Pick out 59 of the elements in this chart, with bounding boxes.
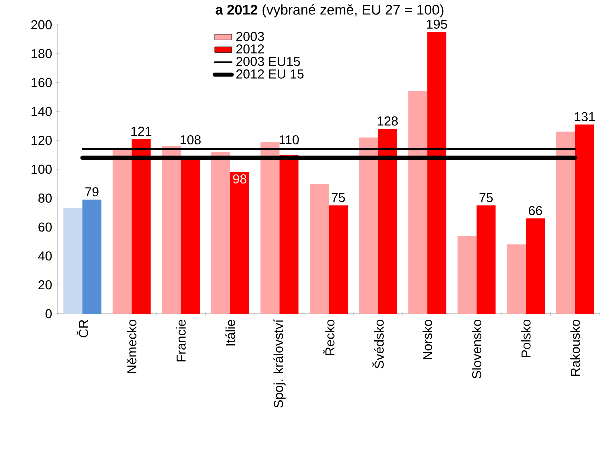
legend-label: 2012 EU 15 (236, 70, 304, 79)
bar (112, 149, 132, 314)
data-label: 79 (86, 187, 99, 197)
bar (408, 91, 428, 314)
x-tick-label: Norsko (422, 320, 432, 360)
x-tick-label: Polsko (521, 320, 531, 358)
data-label: 195 (427, 20, 448, 30)
y-tick-label: 20 (38, 280, 52, 290)
bar (476, 206, 496, 314)
bar (378, 129, 398, 314)
data-label: 131 (575, 112, 596, 122)
bar (556, 132, 576, 314)
bar (526, 218, 546, 314)
y-tick-label: 0 (46, 309, 52, 319)
y-tick-label: 160 (32, 78, 52, 88)
data-label: 121 (132, 126, 152, 136)
bar (280, 155, 299, 314)
y-tick-label: 100 (32, 164, 52, 174)
x-tick-label: Řecko (323, 320, 335, 356)
y-tick-label: 120 (32, 136, 52, 146)
y-tick-label: 60 (38, 222, 52, 232)
bar (359, 138, 378, 314)
bar (162, 146, 182, 314)
bar (132, 139, 151, 314)
bar (82, 200, 102, 314)
bar (310, 184, 330, 314)
legend-label: 2003 (236, 32, 264, 42)
bar (211, 152, 230, 314)
data-label: 75 (332, 193, 346, 202)
x-tick-label: Spoj. království (274, 320, 286, 408)
bar (507, 244, 526, 314)
y-tick-label: 140 (32, 107, 52, 116)
data-label: 66 (529, 206, 542, 216)
data-label: 75 (480, 193, 493, 202)
bar (575, 124, 594, 314)
y-tick-label: 80 (38, 194, 52, 203)
y-tick-label: 180 (32, 49, 52, 58)
bar (260, 142, 280, 314)
bar (230, 172, 250, 314)
legend-label: 2003 EU15 (236, 57, 300, 66)
chart-title: a 2012 (vybrané země, EU 27 = 100) (216, 4, 444, 18)
bar (329, 206, 348, 314)
data-label: 98 (233, 174, 247, 184)
x-tick-label: Rakousko (570, 320, 580, 376)
x-tick-label: Itálie (226, 320, 236, 346)
x-tick-label: Francie (176, 320, 186, 362)
x-tick-label: Německo (127, 320, 137, 374)
y-tick-label: 40 (38, 252, 52, 261)
bar (458, 236, 477, 314)
x-tick-label: Slovensko (472, 320, 482, 379)
data-label: 128 (378, 116, 398, 126)
bar (64, 208, 83, 314)
bar (428, 32, 447, 314)
data-label: 108 (180, 135, 201, 145)
x-tick-label: ČR (76, 320, 88, 338)
x-tick-label: Švédsko (372, 320, 384, 369)
legend-label: 2012 (236, 44, 264, 54)
y-tick-label: 200 (32, 20, 52, 30)
data-label: 110 (280, 135, 300, 145)
